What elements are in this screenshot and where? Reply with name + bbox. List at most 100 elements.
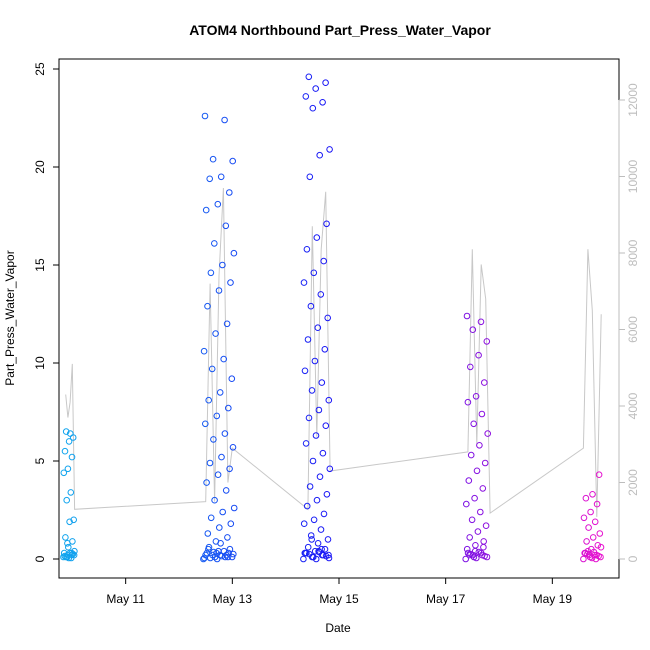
data-point <box>204 530 212 537</box>
y2-tick-label: 12000 <box>626 83 640 117</box>
data-point <box>210 436 217 443</box>
data-point <box>325 554 333 562</box>
data-point <box>308 553 316 561</box>
data-point <box>325 396 333 404</box>
data-point <box>61 447 69 455</box>
data-point <box>62 534 69 541</box>
data-point <box>462 555 470 563</box>
data-point <box>67 489 75 496</box>
data-point <box>200 347 208 355</box>
data-point <box>68 453 76 461</box>
data-point <box>216 551 224 559</box>
data-point <box>301 549 309 557</box>
data-point <box>467 451 475 459</box>
data-point <box>463 545 471 553</box>
data-point <box>227 520 235 528</box>
data-point <box>224 534 231 541</box>
data-point <box>213 412 221 420</box>
data-point <box>210 548 217 556</box>
y2-tick-label: 10000 <box>626 159 640 193</box>
data-point <box>62 428 70 435</box>
data-point <box>216 524 223 531</box>
data-point <box>202 206 210 214</box>
data-point <box>326 465 334 473</box>
data-point <box>306 173 314 181</box>
data-point <box>218 453 225 461</box>
data-point <box>305 414 313 422</box>
data-point <box>305 73 313 81</box>
data-point <box>202 420 209 428</box>
data-point <box>306 483 314 490</box>
data-point <box>589 534 597 541</box>
data-point <box>220 355 227 363</box>
x-axis: May 11 May 13 May 15 May 17 May 19 <box>106 577 572 606</box>
data-point <box>314 540 322 547</box>
data-point <box>212 538 220 545</box>
data-point <box>68 551 75 559</box>
data-point <box>466 534 474 541</box>
data-point <box>207 269 215 277</box>
data-point <box>477 549 485 557</box>
data-point <box>213 549 220 557</box>
data-point <box>226 465 233 473</box>
data-point <box>304 543 312 551</box>
data-point <box>66 518 73 526</box>
data-point <box>321 545 329 553</box>
data-point <box>219 261 226 269</box>
data-point <box>202 551 209 559</box>
data-point <box>219 508 226 516</box>
data-point <box>208 365 216 373</box>
data-point <box>201 112 209 120</box>
data-point <box>323 220 330 228</box>
data-point <box>309 104 317 112</box>
data-point <box>300 555 307 563</box>
data-point <box>583 538 590 545</box>
data-point <box>593 500 601 508</box>
data-point <box>300 279 308 286</box>
y-tick-label: 15 <box>33 258 47 272</box>
data-point <box>591 551 598 559</box>
data-point <box>316 473 324 481</box>
data-point <box>64 465 72 473</box>
data-point <box>304 336 312 343</box>
data-point <box>317 526 325 533</box>
data-point <box>312 432 320 439</box>
data-point <box>212 330 219 337</box>
data-point <box>225 404 232 412</box>
data-point <box>315 406 323 414</box>
data-point <box>229 444 237 451</box>
data-point <box>303 246 311 253</box>
data-point <box>463 312 471 320</box>
data-point <box>65 438 73 445</box>
data-point <box>228 375 236 383</box>
data-point <box>472 393 480 400</box>
data-point <box>204 302 211 310</box>
data-point <box>226 545 234 553</box>
data-point <box>319 449 327 457</box>
data-point <box>476 442 483 449</box>
data-point <box>310 516 318 524</box>
data-point <box>592 555 600 563</box>
data-point <box>214 471 222 479</box>
y2-tick-label: 4000 <box>626 392 640 419</box>
data-point <box>324 536 332 543</box>
data-point <box>303 502 311 510</box>
data-point <box>308 387 316 394</box>
data-point <box>580 514 588 522</box>
data-point <box>465 477 473 484</box>
data-point <box>214 200 222 208</box>
data-point <box>596 530 604 537</box>
data-point <box>483 553 491 561</box>
data-point <box>481 379 488 386</box>
x-axis-label: Date <box>325 621 351 635</box>
data-point <box>317 291 325 298</box>
data-point <box>322 422 330 430</box>
data-point <box>211 496 218 504</box>
data-point <box>324 314 332 322</box>
data-point <box>205 396 212 404</box>
data-point <box>302 93 310 100</box>
data-point <box>203 479 210 486</box>
data-point <box>209 551 216 559</box>
data-point <box>307 302 315 310</box>
